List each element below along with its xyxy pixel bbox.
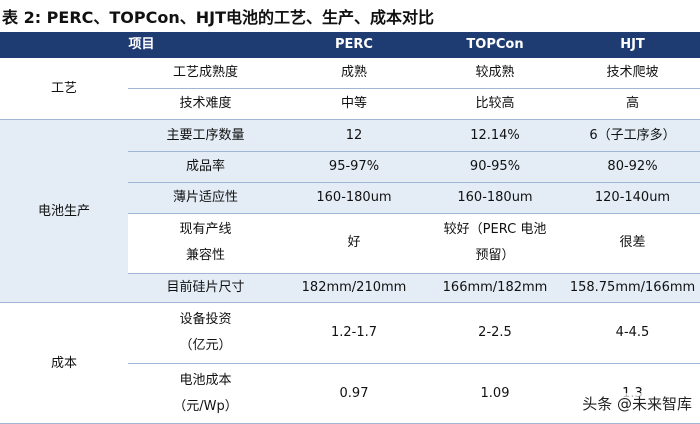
table-cell: 0.97 [283, 363, 425, 424]
row-divider [128, 88, 700, 89]
table-cell: 160-180um [283, 182, 425, 213]
cell-line: （亿元） [179, 338, 232, 353]
table-cell: 12 [283, 120, 425, 151]
table-cell: 好 [283, 213, 425, 273]
table-cell: 12.14% [425, 120, 565, 151]
group-divider [0, 302, 700, 303]
table-cell: 工艺成熟度 [128, 58, 283, 88]
row-divider [128, 151, 700, 152]
group-cell: 电池生产 [0, 120, 128, 303]
table-cell: 1.2-1.7 [283, 303, 425, 363]
table-cell: 90-95% [425, 151, 565, 182]
table-cell: 160-180um [425, 182, 565, 213]
group-cell: 工艺 [0, 58, 128, 120]
table-cell: 1.09 [425, 363, 565, 424]
table-cell: 95-97% [283, 151, 425, 182]
table-cell: 高 [565, 88, 700, 120]
table-cell: 6（子工序多） [565, 120, 700, 151]
cell-line: （元/Wp） [173, 398, 238, 414]
header-cell: HJT [565, 32, 700, 58]
table-cell: 电池成本 （元/Wp） [128, 363, 283, 424]
table-cell: 80-92% [565, 151, 700, 182]
table-cell: 比较高 [425, 88, 565, 120]
table-cell: 较好（PERC 电池 预留） [425, 213, 565, 273]
table-cell: 120-140um [565, 182, 700, 213]
table-cell: 158.75mm/166mm [565, 273, 700, 303]
table-cell: 较成熟 [425, 58, 565, 88]
table-cell: 设备投资 （亿元） [128, 303, 283, 363]
cell-line: 现有产线 [179, 222, 232, 237]
row-divider [128, 363, 700, 364]
table-cell: 182mm/210mm [283, 273, 425, 303]
watermark: 头条 @未来智库 [582, 393, 692, 414]
header-cell: PERC [283, 32, 425, 58]
title: 表 2: PERC、TOPCon、HJT电池的工艺、生产、成本对比 [2, 8, 435, 27]
cell-line: 预留） [475, 248, 515, 263]
table-cell: 技术难度 [128, 88, 283, 120]
header-cell: 项目 [0, 32, 283, 58]
table-cell: 目前硅片尺寸 [128, 273, 283, 303]
cell-line: 较好（PERC 电池 [443, 222, 547, 237]
table-cell: 技术爬坡 [565, 58, 700, 88]
table-cell: 2-2.5 [425, 303, 565, 363]
group-divider [0, 119, 700, 120]
table-cell: 主要工序数量 [128, 120, 283, 151]
row-divider [128, 213, 700, 214]
table-cell: 现有产线 兼容性 [128, 213, 283, 273]
cell-line: 电池成本 [179, 372, 232, 388]
table-cell: 4-4.5 [565, 303, 700, 363]
row-divider [128, 182, 700, 183]
table-cell: 很差 [565, 213, 700, 273]
group-cell: 成本 [0, 303, 128, 424]
table-cell: 成品率 [128, 151, 283, 182]
table-cell: 166mm/182mm [425, 273, 565, 303]
cell-line: 兼容性 [185, 248, 225, 263]
cell-line: 设备投资 [179, 312, 232, 327]
header-cell: TOPCon [425, 32, 565, 58]
table-cell: 成熟 [283, 58, 425, 88]
row-divider [128, 273, 700, 274]
table-cell: 薄片适应性 [128, 182, 283, 213]
table-cell: 中等 [283, 88, 425, 120]
